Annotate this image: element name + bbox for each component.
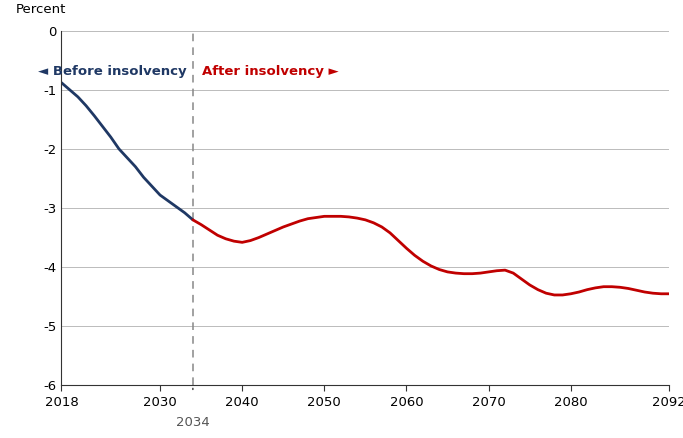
Text: After insolvency ►: After insolvency ►	[202, 65, 339, 78]
Text: 2034: 2034	[176, 416, 210, 429]
Text: Percent: Percent	[16, 4, 66, 17]
Text: ◄ Before insolvency: ◄ Before insolvency	[38, 65, 187, 78]
